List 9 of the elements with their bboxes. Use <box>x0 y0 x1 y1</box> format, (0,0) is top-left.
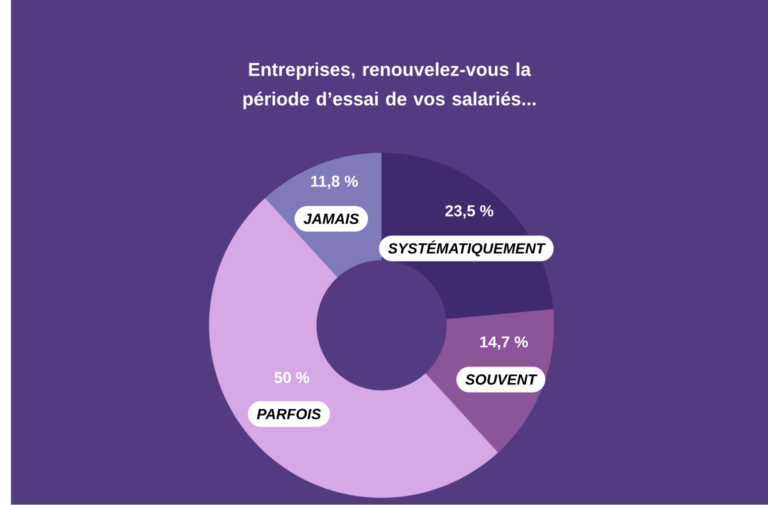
slice-label: PARFOIS <box>256 408 321 420</box>
data-label: 23,5 % <box>445 205 494 219</box>
data-label: 11,8 % <box>311 176 358 190</box>
data-label: 14,7 % <box>480 336 528 350</box>
slice-label: SOUVENT <box>465 374 538 385</box>
slice-label: JAMAIS <box>304 214 359 224</box>
data-label: 50 % <box>274 372 310 384</box>
chart-title: Entreprises, renouvelez-vous la période d’essai de vos salariés... <box>243 62 536 110</box>
slice-label: SYSTÉMATIQUEMENT <box>388 240 546 256</box>
